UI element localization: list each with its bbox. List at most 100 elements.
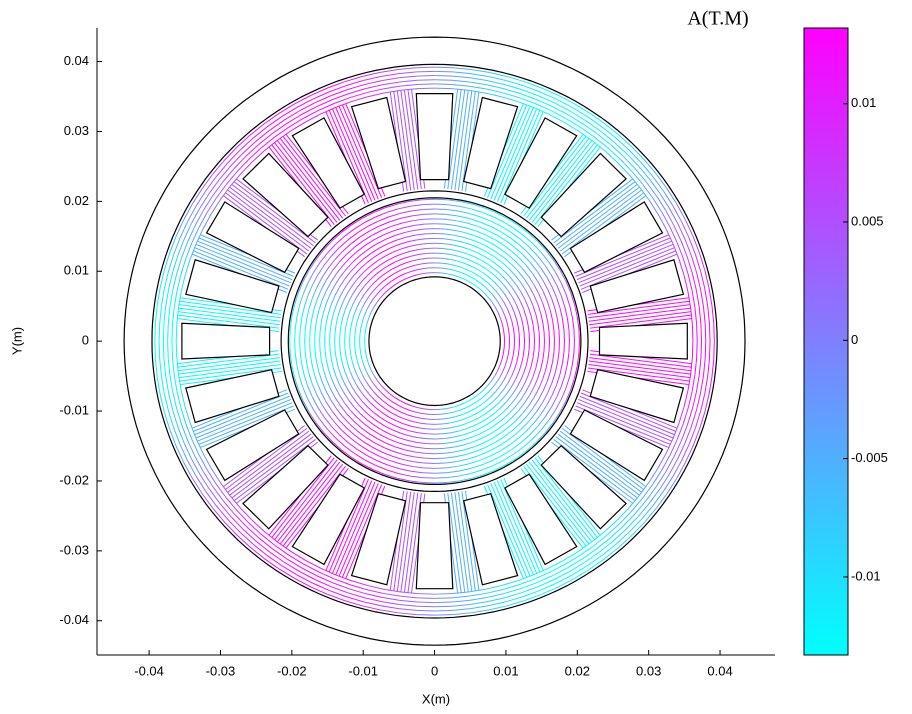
field-line — [413, 456, 425, 459]
field-line — [490, 105, 531, 200]
field-line — [506, 353, 509, 361]
x-axis-label: X(m) — [422, 691, 450, 706]
field-line — [407, 439, 417, 443]
field-line — [471, 68, 490, 73]
field-line — [700, 375, 704, 394]
field-line — [173, 290, 178, 308]
field-line — [694, 254, 702, 272]
field-line — [510, 277, 517, 286]
field-line — [642, 184, 654, 199]
field-line — [335, 358, 339, 367]
stator-slot — [242, 444, 329, 530]
field-line — [487, 288, 493, 295]
field-line — [517, 449, 528, 458]
field-line — [345, 427, 355, 436]
field-line — [471, 609, 490, 614]
field-line — [449, 258, 457, 262]
field-line — [542, 392, 549, 403]
y-tick-label: 0.04 — [64, 53, 89, 68]
field-line — [296, 98, 313, 108]
field-line — [558, 94, 575, 105]
field-line — [371, 428, 380, 435]
field-line — [526, 137, 590, 219]
field-line — [398, 241, 408, 246]
field-line — [497, 252, 506, 260]
field-line — [370, 260, 378, 267]
field-line — [176, 391, 182, 408]
field-line — [302, 283, 309, 295]
field-line — [461, 411, 469, 416]
x-tick-label: 0 — [431, 663, 438, 678]
field-line — [180, 390, 186, 407]
field-line — [632, 147, 646, 161]
field-line — [338, 254, 347, 263]
field-line — [340, 268, 347, 277]
field-line — [488, 76, 506, 82]
field-line — [391, 265, 399, 270]
field-line — [346, 261, 354, 270]
field-line — [374, 399, 381, 406]
field-line — [163, 306, 167, 324]
field-line — [307, 398, 314, 410]
field-line — [418, 432, 427, 435]
field-line — [534, 103, 551, 111]
field-line — [444, 446, 454, 449]
field-line — [279, 137, 344, 219]
field-line — [391, 455, 403, 460]
field-line — [227, 518, 241, 533]
field-line — [177, 291, 182, 309]
field-line — [490, 391, 497, 397]
field-line — [453, 234, 464, 238]
field-line — [551, 372, 556, 384]
field-line — [482, 211, 494, 218]
field-line — [538, 95, 555, 104]
field-line — [384, 474, 398, 479]
field-line — [299, 352, 303, 365]
field-line — [564, 306, 568, 319]
field-line — [245, 144, 259, 157]
field-line — [668, 208, 679, 224]
field-line — [500, 248, 509, 256]
field-line — [417, 593, 435, 595]
stator-slot — [205, 201, 300, 274]
field-line — [491, 260, 500, 267]
field-line — [239, 137, 254, 151]
field-line — [449, 421, 457, 424]
field-line — [517, 224, 528, 233]
field-line — [381, 284, 387, 290]
field-line — [461, 241, 471, 246]
field-line — [446, 406, 453, 410]
field-line — [389, 284, 395, 290]
field-line — [321, 381, 327, 391]
stator-slot — [350, 492, 407, 586]
field-line — [711, 359, 715, 377]
field-line — [494, 306, 499, 313]
field-line — [458, 276, 465, 280]
field-line — [175, 445, 185, 463]
field-line — [594, 534, 609, 546]
field-line — [619, 510, 633, 524]
field-line — [681, 221, 690, 239]
field-line — [183, 203, 193, 221]
field-line — [404, 229, 415, 233]
field-line — [478, 455, 490, 462]
field-line — [377, 280, 384, 287]
field-line — [452, 274, 459, 278]
field-line — [512, 378, 517, 386]
field-line — [568, 341, 570, 353]
stator-slot — [540, 444, 627, 530]
field-line — [377, 216, 389, 222]
field-line — [690, 308, 693, 325]
field-line — [269, 551, 285, 563]
field-line — [219, 186, 231, 201]
field-line — [396, 477, 410, 482]
field-line — [384, 425, 393, 431]
field-line — [690, 357, 693, 375]
field-line — [455, 454, 466, 458]
field-line — [678, 406, 685, 423]
field-line — [530, 358, 534, 367]
field-line — [373, 301, 378, 308]
field-line — [364, 380, 370, 387]
field-line — [501, 323, 504, 330]
field-line — [578, 328, 580, 342]
